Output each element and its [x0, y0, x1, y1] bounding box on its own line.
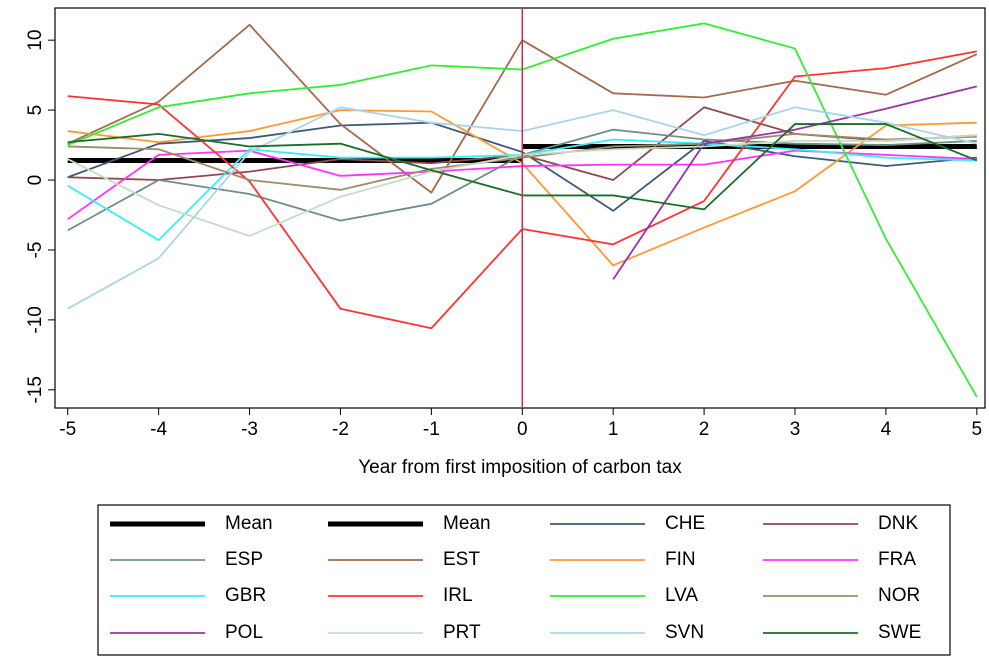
x-tick-label: 3	[790, 419, 801, 440]
legend-label: EST	[443, 549, 480, 570]
legend-box	[97, 504, 951, 656]
legend-label: SVN	[665, 622, 704, 643]
x-tick-label: -2	[332, 419, 349, 440]
legend-label: IRL	[443, 585, 473, 606]
legend-label: CHE	[665, 513, 705, 534]
x-tick-label: 0	[517, 419, 528, 440]
x-tick-label: -1	[423, 419, 440, 440]
legend-label: LVA	[665, 585, 698, 606]
legend-label: FRA	[878, 549, 916, 570]
y-tick-label: 0	[25, 175, 46, 186]
legend-label: GBR	[225, 585, 266, 606]
legend-label: Mean	[225, 513, 273, 534]
legend-label: Mean	[443, 513, 491, 534]
x-tick-label: 5	[972, 419, 983, 440]
legend-label: POL	[225, 622, 263, 643]
y-tick-label: 10	[25, 30, 46, 51]
x-tick-label: 1	[608, 419, 619, 440]
x-tick-label: -3	[241, 419, 258, 440]
legend-label: DNK	[878, 513, 918, 534]
legend-label: NOR	[878, 585, 920, 606]
x-tick-label: -4	[150, 419, 167, 440]
y-tick-label: -5	[25, 242, 46, 259]
x-tick-label: 2	[699, 419, 710, 440]
plot-frame	[54, 7, 986, 409]
x-tick-label: -5	[59, 419, 76, 440]
y-tick-label: -10	[25, 306, 46, 333]
legend-label: PRT	[443, 622, 481, 643]
legend-label: ESP	[225, 549, 263, 570]
x-axis-label: Year from first imposition of carbon tax	[358, 457, 682, 478]
series-line	[612, 85, 978, 280]
x-tick-label: 4	[881, 419, 892, 440]
y-tick-label: -15	[25, 376, 46, 403]
legend-label: FIN	[665, 549, 696, 570]
y-tick-label: 5	[25, 105, 46, 116]
legend-label: SWE	[878, 622, 921, 643]
